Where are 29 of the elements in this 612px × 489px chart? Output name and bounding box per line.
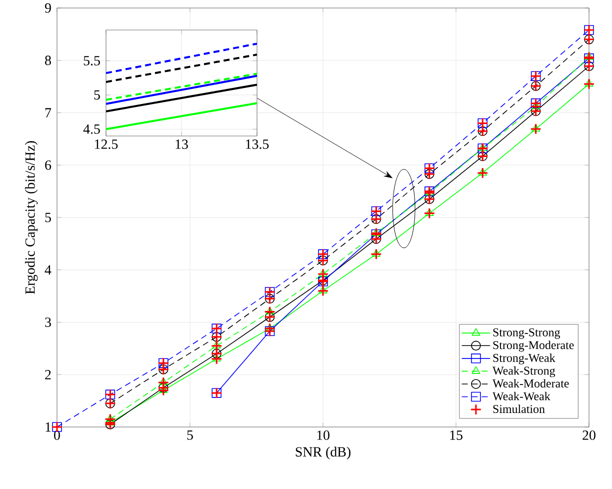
legend-label: Strong-Strong [493,328,560,339]
y-tick-label: 4 [44,265,52,274]
x-tick-label: 13.5 [246,140,269,149]
y-axis-title: Ergodic Capacity (bit/s/Hz) [24,141,38,294]
legend-label: Strong-Weak [493,354,556,364]
x-tick-label: 15 [450,430,462,440]
y-tick-label: 5 [45,212,51,222]
legend-label: Weak-Moderate [492,379,569,388]
y-tick-label: 3 [45,318,51,327]
x-tick-label: 20 [582,430,596,440]
x-axis-title: SNR (dB) [296,446,350,460]
legend-label: Simulation [493,404,545,414]
y-tick-label: 5 [94,90,100,100]
legend-label: Weak-Strong [492,366,556,378]
x-tick-label: 0 [54,430,60,440]
y-tick-label: 5.5 [84,56,100,66]
x-tick-label: 13 [176,140,188,149]
legend-label: Weak-Weak [492,392,550,400]
y-tick-label: 7 [45,108,52,118]
y-tick-label: 6 [45,160,52,170]
y-tick-label: 1 [46,422,51,432]
y-tick-label: 9 [44,3,51,13]
x-tick-label: 10 [317,430,330,440]
y-tick-label: 2 [45,370,51,380]
x-tick-label: 12.5 [95,140,118,149]
x-tick-label: 5 [187,430,193,440]
y-tick-label: 8 [45,56,51,66]
y-tick-label: 4.5 [83,124,100,134]
legend-label: Strong-Moderate [493,340,574,352]
